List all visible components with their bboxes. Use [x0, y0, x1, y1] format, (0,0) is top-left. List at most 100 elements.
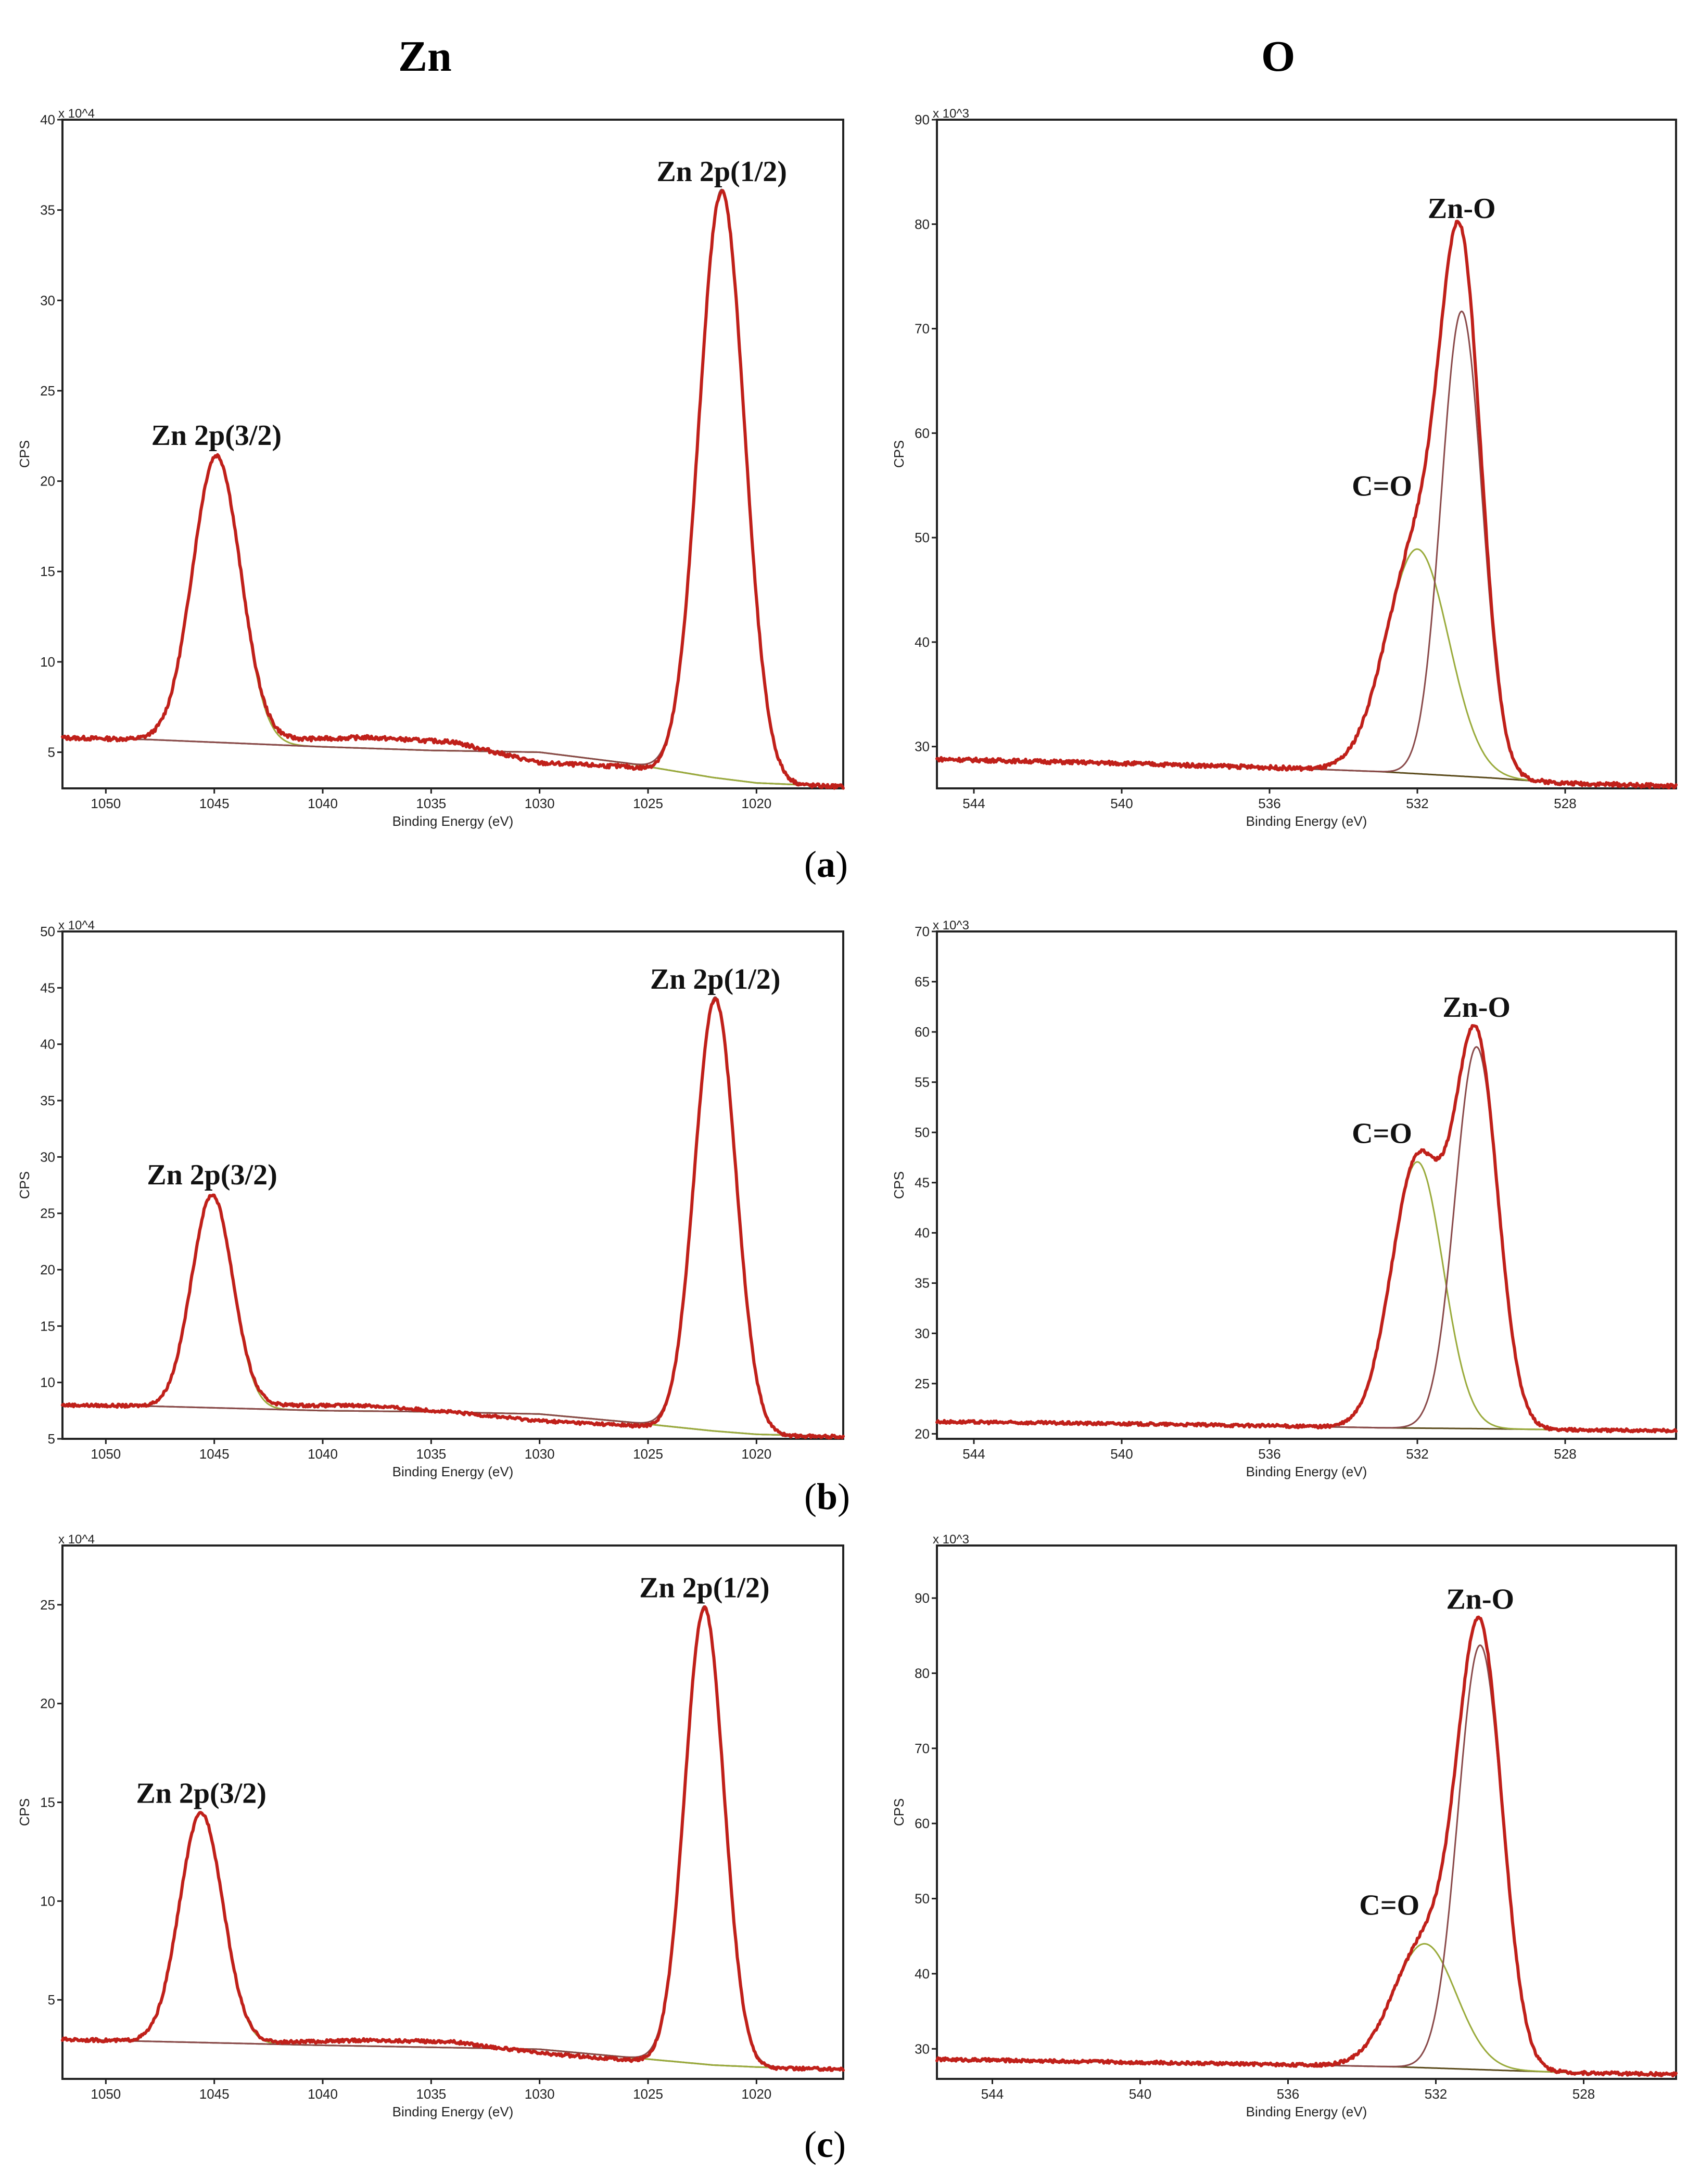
- x-tick-label: 1045: [199, 1446, 230, 1462]
- chart-b-zn: 1050 1045 1040 1035 1030 1025 1020 5 10 15 20 25 30 3…: [17, 918, 845, 1479]
- y-tick-label: 50: [915, 1125, 930, 1140]
- panel-label-c: (c): [804, 2124, 846, 2165]
- y-scale-label: x 10^3: [933, 107, 969, 121]
- x-tick-label: 1020: [741, 1446, 771, 1462]
- chart-b-o: 544 540 536 532 528 20 25 30 35 40 45 50 55 60 65 70 Bin…: [891, 918, 1678, 1479]
- y-axis-label: CPS: [891, 440, 907, 468]
- plot-frame: [61, 930, 844, 1440]
- y-tick-label: 15: [40, 1318, 55, 1334]
- x-tick-label: 1030: [525, 2086, 555, 2102]
- component-peak: [936, 1644, 1677, 2075]
- y-tick-label: 60: [915, 425, 930, 441]
- y-tick-label: 45: [915, 1175, 930, 1191]
- x-axis-label: Binding Energy (eV): [392, 813, 514, 829]
- x-axis-label: Binding Energy (eV): [1246, 2104, 1367, 2119]
- y-tick-label: 20: [40, 474, 55, 489]
- y-tick-label: 30: [40, 1149, 55, 1165]
- y-tick-label: 70: [915, 321, 930, 337]
- x-tick-label: 1035: [416, 796, 446, 811]
- x-tick-label: 1050: [91, 796, 121, 811]
- y-tick-label: 35: [915, 1275, 930, 1291]
- envelope-line: [935, 1024, 1678, 1434]
- y-tick-label: 50: [915, 1891, 930, 1907]
- y-scale-label: x 10^3: [933, 1532, 969, 1547]
- y-tick-label: 80: [915, 216, 930, 232]
- x-tick-label: 1040: [308, 2086, 338, 2102]
- y-tick-label: 35: [40, 1093, 55, 1108]
- envelope-line: [935, 1615, 1678, 2078]
- envelope-line: [61, 1605, 845, 2072]
- y-tick-label: 90: [915, 112, 930, 127]
- y-tick-label: 40: [40, 1037, 55, 1052]
- column-heading-zn: Zn: [398, 32, 452, 81]
- y-tick-label: 50: [40, 924, 55, 939]
- envelope-line: [61, 189, 845, 790]
- x-tick-label: 532: [1425, 2086, 1447, 2102]
- peak-label: C=O: [1352, 1117, 1412, 1150]
- y-tick-label: 25: [40, 1597, 55, 1613]
- plot-frame: [936, 1544, 1677, 2080]
- x-tick-label: 544: [962, 1446, 985, 1462]
- x-tick-label: 528: [1554, 796, 1576, 811]
- plot-frame: [61, 1544, 844, 2080]
- component-peak: [936, 1161, 1677, 1432]
- peak-label: Zn 2p(1/2): [656, 156, 787, 188]
- y-tick-label: 20: [40, 1262, 55, 1278]
- chart-a-zn: 1050 1045 1040 1035 1030 1025 1020 5 10 15 20 25 30 3…: [17, 107, 845, 829]
- y-tick-label: 30: [915, 1325, 930, 1341]
- y-tick-label: 10: [40, 654, 55, 670]
- x-axis-label: Binding Energy (eV): [1246, 813, 1367, 829]
- column-heading-o: O: [1261, 32, 1296, 81]
- x-tick-label: 1025: [633, 796, 663, 811]
- x-tick-label: 1035: [416, 1446, 446, 1462]
- x-axis-label: Binding Energy (eV): [392, 1464, 514, 1479]
- x-tick-label: 1020: [741, 796, 771, 811]
- y-tick-label: 70: [915, 1741, 930, 1756]
- x-tick-label: 528: [1572, 2086, 1595, 2102]
- peak-label: C=O: [1359, 1889, 1419, 1922]
- component-peak: [61, 456, 844, 787]
- y-tick-label: 10: [40, 1375, 55, 1390]
- x-tick-label: 1045: [199, 2086, 230, 2102]
- y-tick-label: 25: [40, 383, 55, 399]
- y-tick-label: 80: [915, 1665, 930, 1681]
- x-tick-label: 1020: [741, 2086, 771, 2102]
- peak-label: Zn-O: [1428, 193, 1496, 225]
- x-tick-label: 1040: [308, 796, 338, 811]
- plot-frame: [936, 119, 1677, 789]
- x-tick-label: 540: [1110, 1446, 1133, 1462]
- y-tick-label: 40: [915, 1966, 930, 1982]
- y-tick-label: 15: [40, 1795, 55, 1810]
- x-axis-label: Binding Energy (eV): [1246, 1464, 1367, 1479]
- peak-label: Zn-O: [1442, 991, 1511, 1024]
- chart-c-o: 544 540 536 532 528 30 40 50 60 70 80 90 Binding Ene…: [891, 1532, 1678, 2119]
- y-tick-label: 20: [40, 1696, 55, 1712]
- y-tick-label: 50: [915, 530, 930, 545]
- y-tick-label: 65: [915, 974, 930, 990]
- y-tick-label: 30: [40, 292, 55, 308]
- y-tick-label: 35: [40, 202, 55, 218]
- x-tick-label: 1025: [633, 2086, 663, 2102]
- y-scale-label: x 10^4: [58, 107, 95, 121]
- y-tick-label: 5: [48, 1431, 55, 1447]
- plot-frame: [936, 930, 1677, 1440]
- y-tick-label: 30: [915, 739, 930, 755]
- peak-label: Zn 2p(1/2): [650, 963, 781, 995]
- y-tick-label: 60: [915, 1024, 930, 1040]
- x-tick-label: 532: [1406, 1446, 1428, 1462]
- chart-c-zn: 1050 1045 1040 1035 1030 1025 1020 5 10 15 20 25 Bin…: [17, 1532, 845, 2119]
- y-tick-label: 45: [40, 980, 55, 995]
- y-tick-label: 60: [915, 1816, 930, 1831]
- x-tick-label: 1045: [199, 796, 230, 811]
- background-line: [61, 2038, 844, 2070]
- x-tick-label: 536: [1258, 1446, 1280, 1462]
- peak-label: Zn 2p(3/2): [151, 419, 282, 452]
- component-peak: [61, 1812, 844, 2070]
- y-tick-label: 40: [915, 634, 930, 650]
- y-axis-label: CPS: [17, 440, 32, 468]
- y-tick-label: 20: [915, 1426, 930, 1441]
- y-tick-label: 10: [40, 1893, 55, 1909]
- y-tick-label: 30: [915, 2041, 930, 2057]
- y-tick-label: 55: [915, 1075, 930, 1090]
- x-axis-label: Binding Energy (eV): [392, 2104, 514, 2119]
